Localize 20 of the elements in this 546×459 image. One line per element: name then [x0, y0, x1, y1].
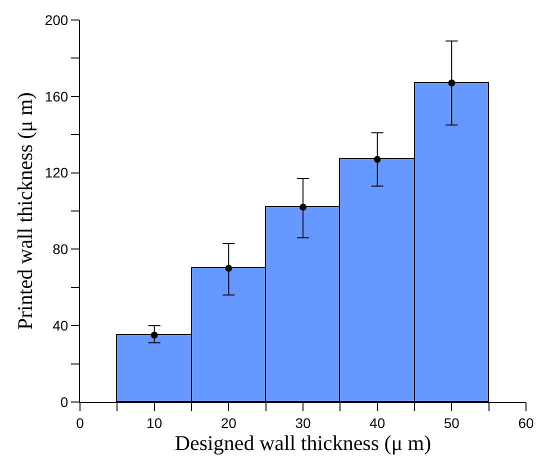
point — [374, 156, 381, 163]
x-tick-label: 30 — [295, 414, 311, 431]
x-tick-label: 40 — [370, 414, 386, 431]
point — [448, 80, 456, 87]
y-tick-label: 0 — [60, 394, 68, 410]
point — [300, 204, 306, 211]
y-axis-title: Printed wall thickness (μ m) — [12, 92, 37, 330]
y-tick-label: 120 — [44, 164, 68, 181]
y-tick-label: 80 — [52, 241, 68, 258]
x-tick-label: 10 — [146, 414, 162, 431]
x-axis-title: Designed wall thickness (μ m) — [174, 430, 432, 455]
x-tick-label: 60 — [518, 414, 534, 431]
point — [150, 332, 158, 339]
point — [225, 264, 232, 272]
y-tick-label: 160 — [44, 88, 68, 104]
x-tick-label: 20 — [220, 414, 237, 431]
y-tick-label: 200 — [44, 12, 68, 28]
y-tick-label: 40 — [52, 318, 68, 334]
x-tick-label: 0 — [76, 414, 84, 431]
x-tick-label: 50 — [444, 414, 460, 431]
